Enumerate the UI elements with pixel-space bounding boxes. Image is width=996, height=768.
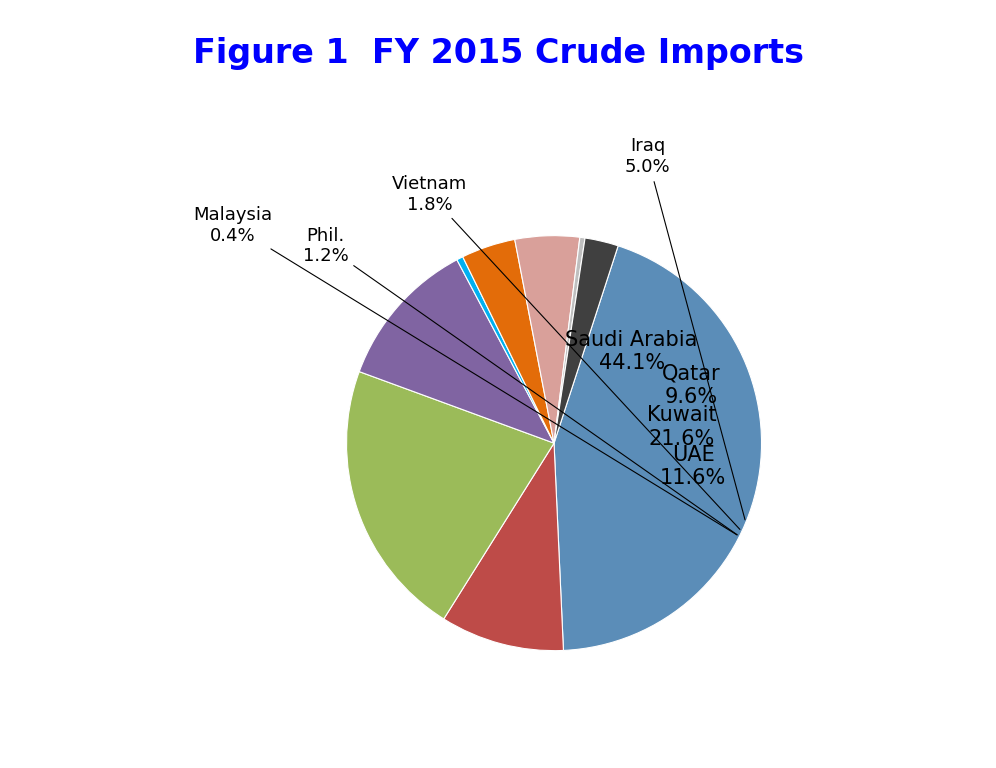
Wedge shape bbox=[347, 372, 554, 619]
Wedge shape bbox=[457, 257, 554, 443]
Text: Kuwait
21.6%: Kuwait 21.6% bbox=[646, 406, 716, 449]
Wedge shape bbox=[554, 246, 762, 650]
Text: Malaysia
0.4%: Malaysia 0.4% bbox=[193, 206, 737, 535]
Text: Iraq
5.0%: Iraq 5.0% bbox=[624, 137, 745, 520]
Wedge shape bbox=[554, 237, 585, 443]
Text: Saudi Arabia
44.1%: Saudi Arabia 44.1% bbox=[566, 329, 698, 372]
Wedge shape bbox=[554, 238, 619, 443]
Text: Figure 1  FY 2015 Crude Imports: Figure 1 FY 2015 Crude Imports bbox=[192, 38, 804, 70]
Wedge shape bbox=[463, 240, 554, 443]
Wedge shape bbox=[515, 236, 580, 443]
Wedge shape bbox=[444, 443, 564, 650]
Text: Phil.
1.2%: Phil. 1.2% bbox=[303, 227, 737, 535]
Text: UAE
11.6%: UAE 11.6% bbox=[660, 445, 726, 488]
Text: Vietnam
1.8%: Vietnam 1.8% bbox=[391, 175, 740, 529]
Text: Qatar
9.6%: Qatar 9.6% bbox=[662, 363, 721, 406]
Wedge shape bbox=[360, 260, 554, 443]
